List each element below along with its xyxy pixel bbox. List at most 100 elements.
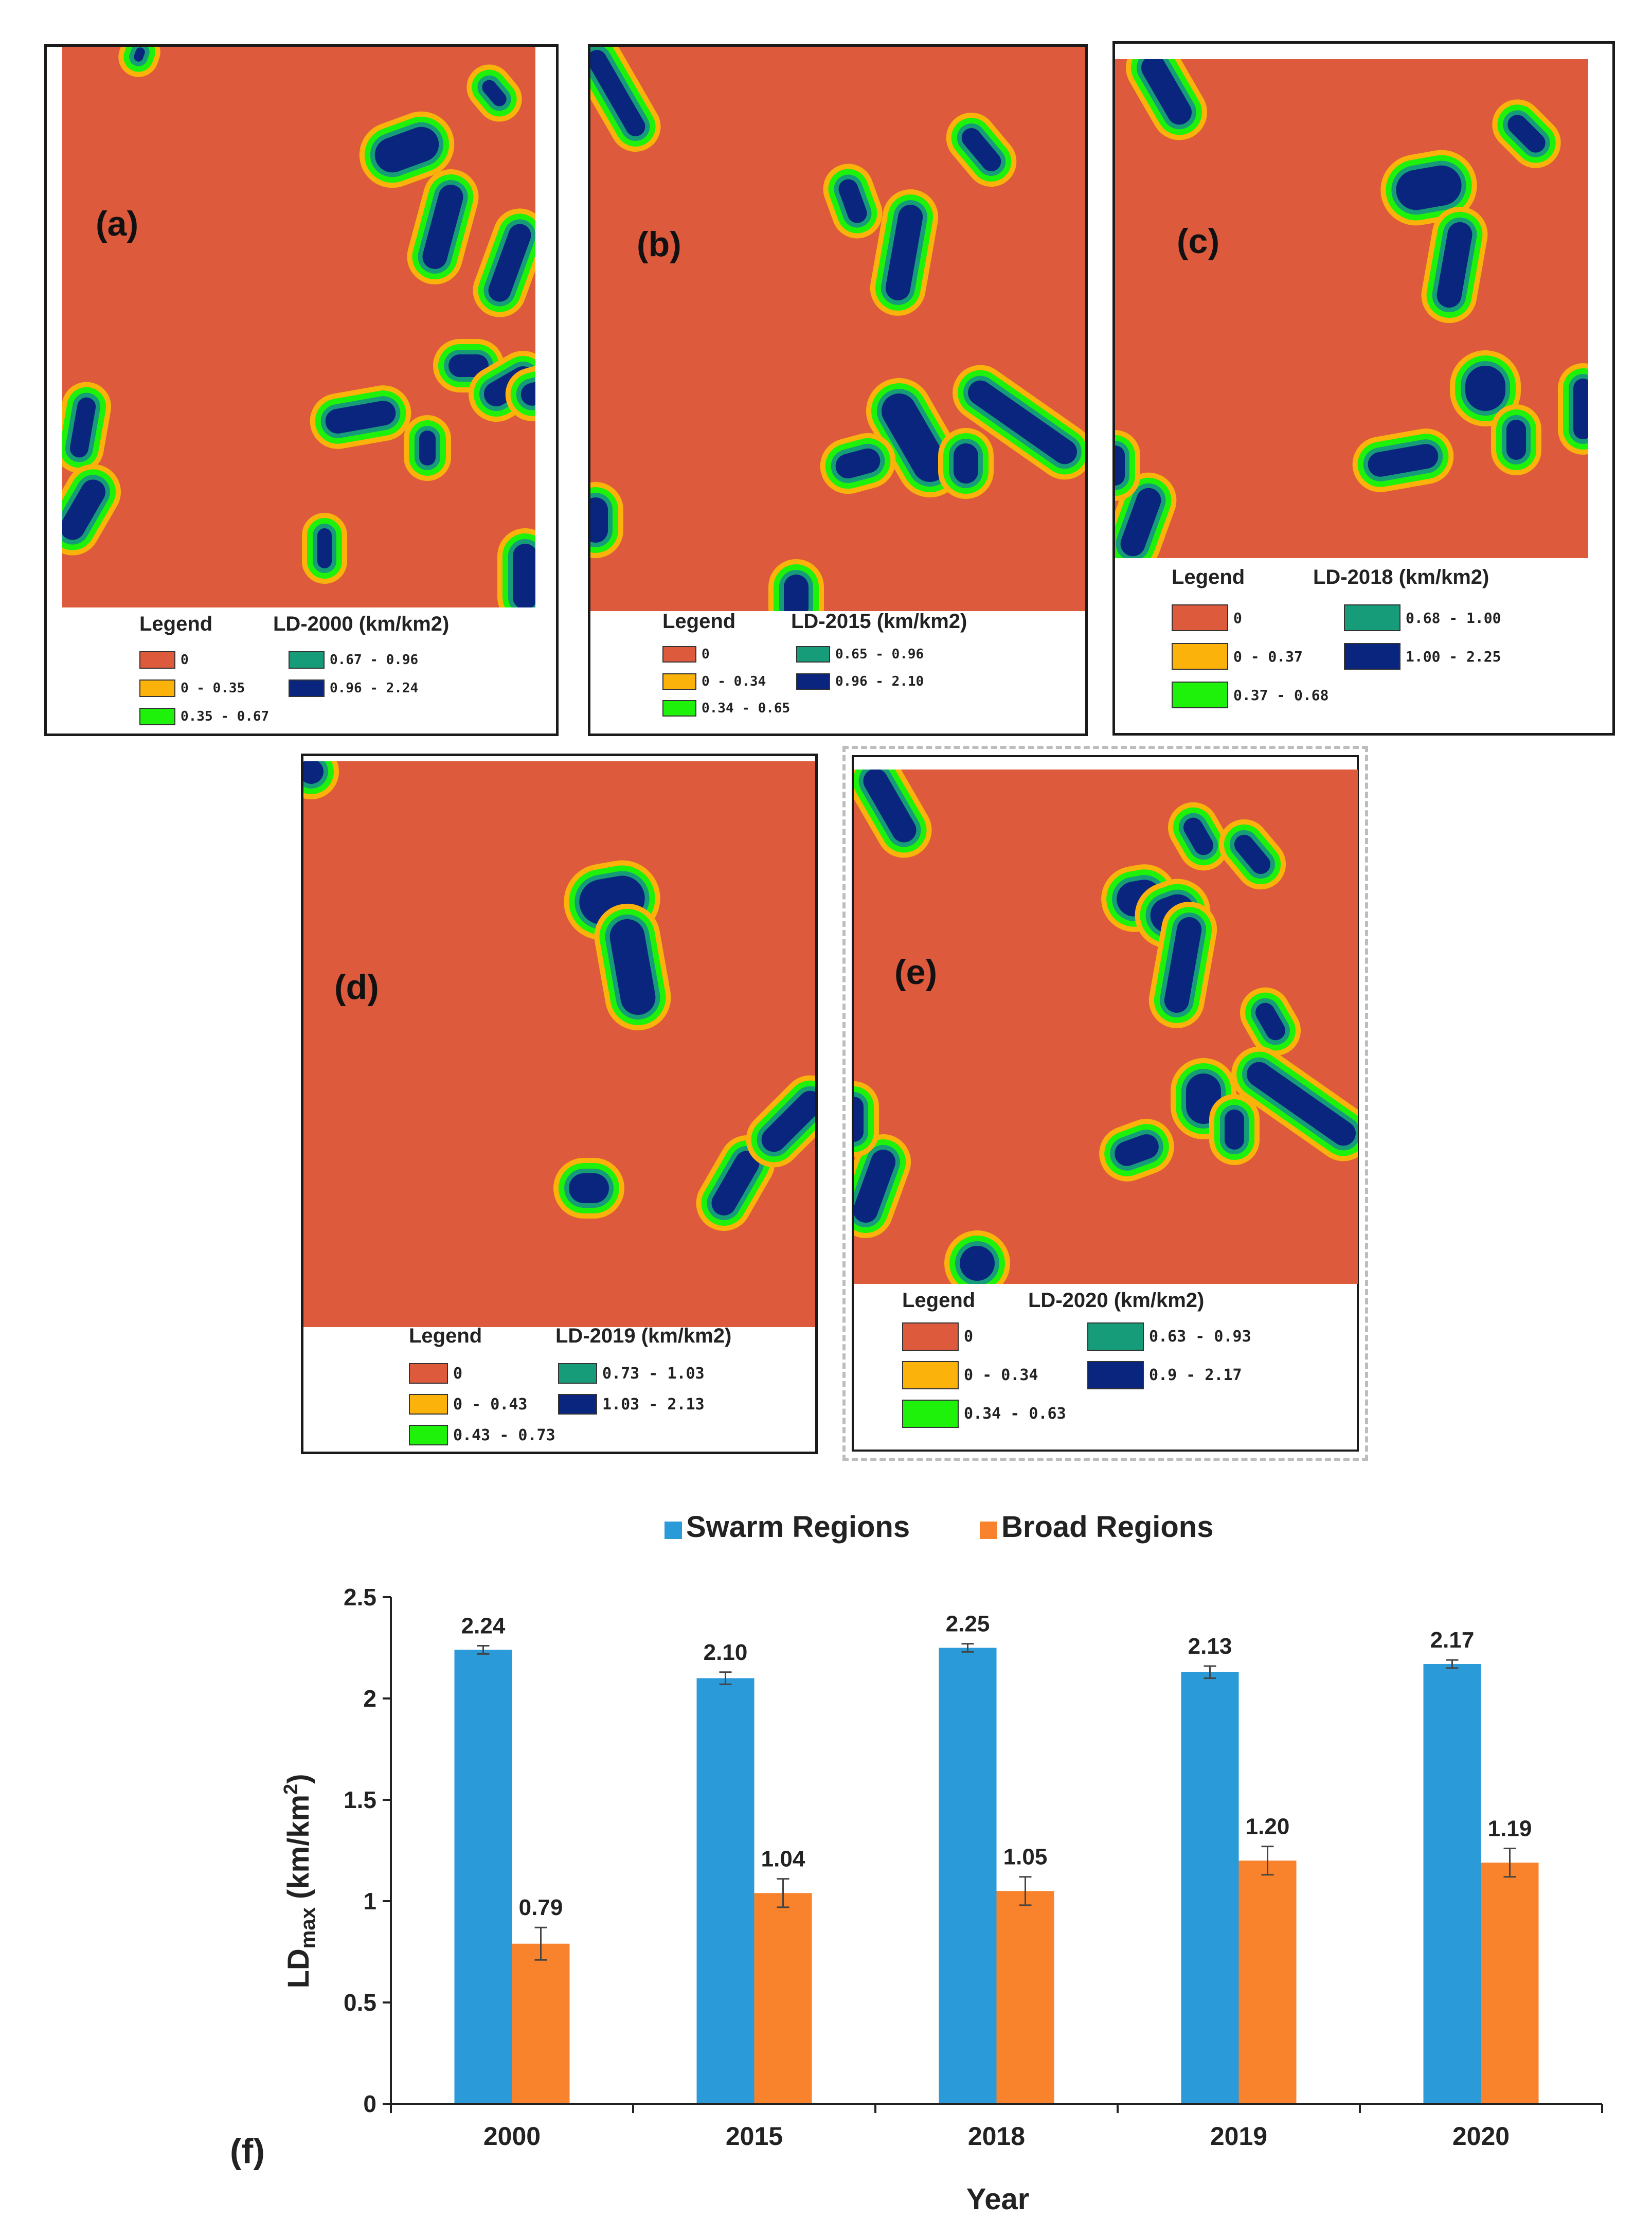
data-label: 1.05 (1003, 1845, 1048, 1870)
legend-title-c: Legend (1172, 566, 1245, 588)
density-cluster (404, 415, 451, 481)
panel-e-frame (852, 755, 1359, 1452)
legend-label-broad: Broad Regions (1001, 1510, 1214, 1544)
x-tick-label: 2015 (726, 2122, 783, 2151)
map-c-graphic (1115, 59, 1588, 558)
legend-item-a-4: 0.96 - 2.24 (289, 679, 418, 697)
density-cluster (1126, 59, 1207, 140)
y-axis-title-sup: 2 (280, 1784, 302, 1795)
density-cluster (953, 365, 1085, 480)
density-band-3 (1465, 366, 1505, 411)
density-band-3 (419, 431, 436, 466)
density-cluster (1492, 99, 1561, 168)
bar-swarm (1181, 1672, 1239, 2104)
map-d-graphic (303, 761, 815, 1231)
density-cluster (746, 1075, 815, 1168)
legend-item-a-1: 0 - 0.35 (139, 679, 245, 697)
legend-item-c-2: 0.37 - 0.68 (1172, 682, 1328, 708)
legend-swatch (796, 673, 830, 690)
density-cluster (944, 1230, 1010, 1284)
legend-swatch (1172, 643, 1228, 670)
map-panel-d: (d) Legend LD-2019 (km/km2) 0 0 - 0.43 0… (301, 754, 818, 1454)
density-cluster (590, 47, 661, 152)
density-cluster (1168, 802, 1229, 871)
density-band-3 (609, 919, 656, 1015)
legend-swatch (902, 1322, 959, 1351)
legend-swatch (1344, 604, 1400, 631)
legend-item-d-1: 0 - 0.43 (409, 1394, 528, 1415)
y-axis-title-main: LD (282, 1948, 315, 1988)
legend-unit-c: LD-2018 (km/km2) (1313, 566, 1489, 588)
density-band-3 (1183, 817, 1213, 855)
legend-item-c-0: 0 (1172, 604, 1242, 631)
x-tick-label: 2018 (968, 2122, 1025, 2151)
legend-swatch (558, 1394, 597, 1415)
density-band-3 (325, 401, 396, 434)
legend-swatch-swarm (665, 1522, 682, 1539)
density-band-3 (838, 179, 867, 223)
density-cluster (62, 464, 121, 556)
density-cluster (1352, 428, 1454, 492)
legend-swatch (409, 1394, 448, 1415)
data-label: 2.13 (1188, 1634, 1232, 1659)
density-cluster (359, 111, 455, 188)
density-band-3 (134, 47, 145, 62)
density-cluster (473, 208, 535, 317)
density-band-3 (317, 528, 332, 568)
legend-swatch (139, 651, 175, 669)
data-label: 0.79 (519, 1895, 563, 1920)
legend-item-b-2: 0.34 - 0.65 (662, 700, 790, 717)
legend-swatch (1087, 1361, 1144, 1389)
map-c (1115, 59, 1588, 558)
density-cluster (1218, 819, 1286, 890)
density-cluster (1115, 430, 1140, 501)
data-label: 2.17 (1430, 1627, 1475, 1653)
data-label: 2.24 (461, 1614, 506, 1639)
legend-swatch (1087, 1322, 1144, 1351)
legend-swatch (902, 1361, 959, 1389)
density-band-3 (1506, 420, 1526, 460)
bar-swarm (939, 1648, 997, 2104)
legend-item-a-0: 0 (139, 651, 189, 669)
data-label: 1.20 (1246, 1814, 1290, 1839)
legend-swatch (558, 1363, 597, 1384)
chart-svg: Swarm Regions Broad Regions 2.24 2.10 2.25… (230, 1510, 1603, 2216)
density-band-3 (488, 224, 531, 302)
density-cluster (946, 113, 1017, 187)
density-band-3 (960, 1246, 995, 1281)
density-band-3 (374, 127, 439, 173)
bar-broad (754, 1893, 812, 2104)
x-tick-label: 2019 (1210, 2122, 1267, 2151)
density-cluster (594, 903, 671, 1031)
legend-item-c-3: 0.68 - 1.00 (1344, 604, 1501, 631)
legend-item-e-3: 0.63 - 0.93 (1087, 1322, 1251, 1351)
density-cluster (62, 382, 112, 473)
chart-bars: 2.24 2.10 2.25 2.13 2.17 0.79 1.04 1.05 1.20 1.19 (454, 1612, 1539, 2104)
density-band-3 (968, 380, 1077, 464)
legend-swatch (902, 1400, 959, 1428)
density-cluster (820, 433, 896, 494)
density-cluster (1209, 1094, 1260, 1165)
y-axis-title-end: ) (282, 1774, 315, 1783)
density-cluster (553, 1158, 624, 1219)
density-band-3 (513, 544, 535, 607)
x-axis-title: Year (966, 2183, 1030, 2216)
density-cluster (854, 770, 932, 858)
density-cluster (1450, 350, 1521, 426)
legend-swatch (1172, 604, 1228, 631)
legend-item-e-2: 0.34 - 0.63 (902, 1400, 1066, 1428)
legend-swatch (1172, 682, 1228, 708)
legend-item-b-4: 0.96 - 2.10 (796, 673, 924, 690)
density-band-3 (1120, 488, 1161, 557)
legend-title-d: Legend (409, 1325, 482, 1347)
density-cluster (303, 761, 339, 799)
density-band-3 (961, 128, 1001, 171)
density-cluster (497, 528, 535, 607)
y-tick-label: 2.5 (344, 1584, 376, 1611)
legend-swatch (289, 651, 325, 669)
density-band-3 (303, 761, 324, 784)
density-band-3 (1573, 379, 1588, 439)
y-tick-label: 1 (363, 1888, 376, 1915)
legend-unit-b: LD-2015 (km/km2) (791, 610, 967, 633)
bar-swarm (696, 1678, 755, 2104)
